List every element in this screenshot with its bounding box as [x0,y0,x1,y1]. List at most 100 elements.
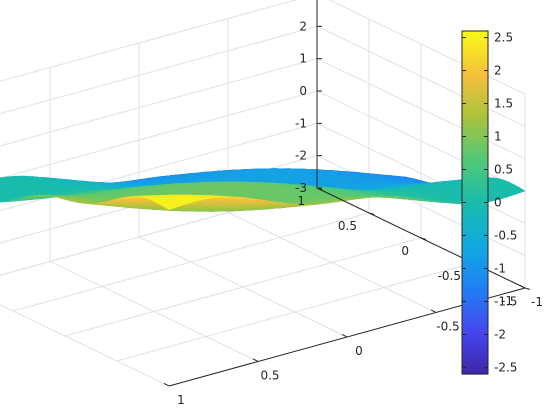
colorbar-segment [462,279,488,284]
x-tick-label: 0 [355,344,363,358]
y-tick [420,237,427,240]
x-tick [341,334,348,338]
colorbar-segment [462,168,488,172]
colorbar-segment [462,239,488,244]
colorbar-segment [462,59,488,64]
colorbar-segment [462,51,488,55]
colorbar-segment [462,302,488,306]
colorbar-segment [462,228,488,232]
colorbar-segment [462,353,488,358]
colorbar-segment [462,113,488,118]
colorbar-segment [462,365,488,369]
colorbar-segment [462,122,488,126]
colorbar-segment [462,153,488,158]
colorbar-segment [462,79,488,84]
colorbar-segment [462,119,488,124]
colorbar-segment [462,73,488,78]
colorbar-segment [462,159,488,164]
colorbar-segment [462,165,488,169]
colorbar-segment [462,262,488,266]
colorbar-segment [462,282,488,286]
colorbar-segment [462,208,488,212]
colorbar-segment [462,136,488,141]
colorbar-segment [462,133,488,138]
colorbar-segment [462,185,488,189]
colorbar-segment [462,313,488,318]
colorbar-segment [462,111,488,115]
colorbar-segment [462,245,488,249]
colorbar-segment [462,116,488,121]
colorbar-segment [462,162,488,166]
colorbar-segment [462,68,488,72]
colorbar-segment [462,236,488,241]
z-gridline [0,0,526,95]
colorbar-segment [462,316,488,321]
x-tick [163,383,170,387]
colorbar-segment [462,156,488,161]
colorbar-segment [462,276,488,281]
z-tick-label: -1 [295,116,307,130]
x-tick-label: 0.5 [260,368,279,382]
colorbar-segment [462,253,488,258]
colorbar-segment [462,139,488,144]
colorbar-segment [462,268,488,272]
x-gridline [138,43,348,338]
x-gridline [49,67,259,362]
colorbar-segment [462,48,488,52]
colorbar-segment [462,328,488,332]
colorbar-segment [462,145,488,149]
colorbar-segment [462,91,488,95]
colorbar-segment [462,171,488,175]
z-gridline [0,25,526,127]
colorbar-segment [462,36,488,41]
colorbar-segment [462,368,488,372]
colorbar-segment [462,71,488,75]
colorbar-segment [462,42,488,46]
colorbar-segment [462,342,488,347]
y-tick-label: -0.5 [438,269,461,283]
colorbar-tick-label: 1 [494,130,502,144]
colorbar-segment [462,371,488,375]
colorbar-tick-label: -2.5 [494,360,517,374]
colorbar-segment [462,191,488,195]
colorbar-segment [462,222,488,226]
colorbar-segment [462,296,488,301]
colorbar-segment [462,45,488,49]
colorbar-segment [462,242,488,246]
colorbar-segment [462,259,488,264]
z-gridline [0,58,526,160]
z-tick-label: 1 [299,52,307,66]
colorbar-segment [462,93,488,98]
x-gridline [227,18,437,313]
colorbar-tick-label: 1.5 [494,97,513,111]
y-tick-label: 1 [297,194,305,208]
x-tick [252,358,259,362]
colorbar-tick-label: -1 [494,261,506,275]
colorbar-segment [462,299,488,304]
colorbar-segment [462,339,488,344]
y-tick [524,287,531,290]
colorbar-segment [462,219,488,224]
colorbar-segment [462,193,488,198]
colorbar-segment [462,142,488,146]
colorbar-segment [462,345,488,349]
colorbar-segment [462,148,488,152]
colorbar-segment [462,99,488,104]
colorbar-segment [462,311,488,315]
colorbar-segment [462,196,488,201]
surface-patch [0,186,5,191]
colorbar-tick-label: 0.5 [494,163,513,177]
colorbar-segment [462,285,488,289]
z-tick-label: 0 [299,84,307,98]
x-tick [519,285,526,289]
colorbar-segment [462,336,488,341]
colorbar-segment [462,308,488,312]
z-tick-label: 3 [299,0,307,1]
z-tick-label: 2 [299,19,307,33]
colorbar-segment [462,319,488,324]
colorbar-segment [462,351,488,355]
colorbar-segment [462,82,488,86]
colorbar-segment [462,291,488,295]
